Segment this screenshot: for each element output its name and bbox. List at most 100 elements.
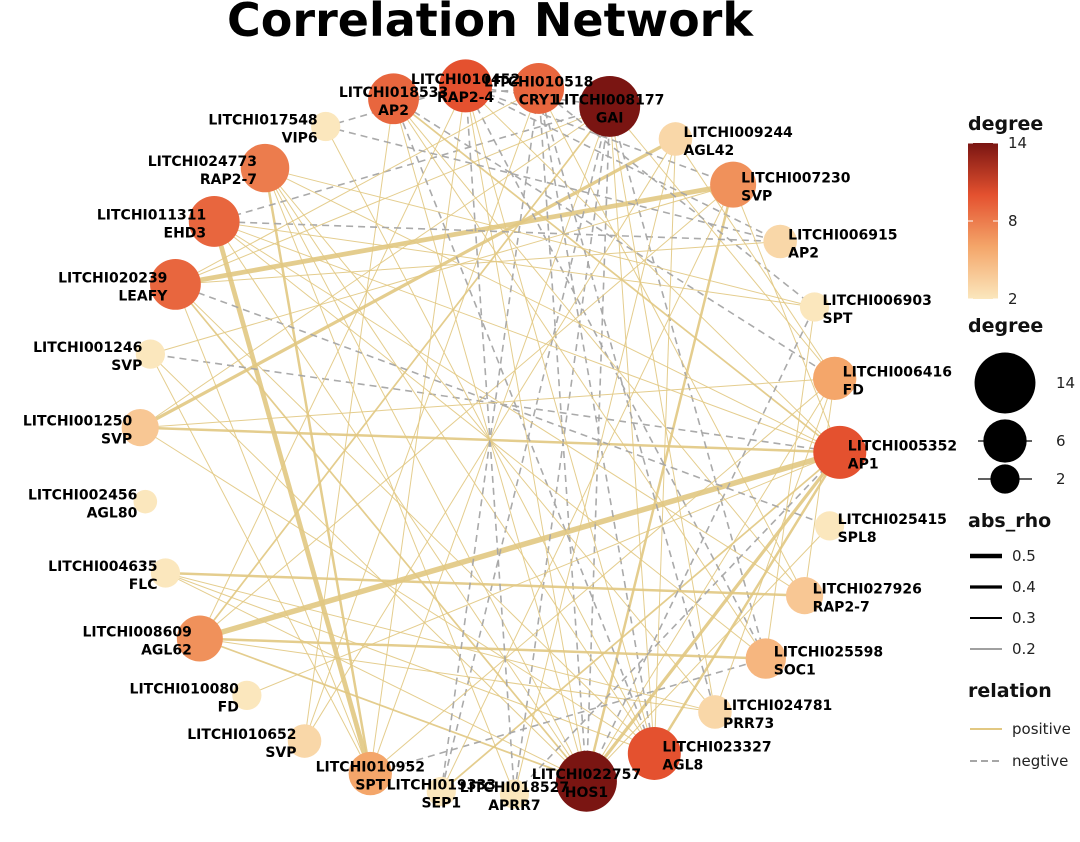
positive-edge [199,637,766,660]
node-label-gene: SVP [741,189,772,205]
node-label-gene: SPT [823,311,853,327]
negative-edge [537,88,588,782]
node-litchi024781 [698,695,732,729]
node-label-gene: GAI [596,110,624,126]
node-label-id: LITCHI019333 [387,778,496,794]
node-litchi001246 [135,339,166,369]
node-litchi018533 [368,73,419,125]
node-label-gene: SEP1 [421,796,461,812]
chart-title: Correlation Network [227,0,754,47]
legend: degree1482degree1462abs_rho0.50.40.30.2r… [968,113,1075,770]
colorbar-tick-label: 2 [1008,290,1018,308]
size-key-circle [983,419,1027,463]
node-litchi006903 [799,292,830,322]
node-label-gene: AGL42 [683,143,734,159]
positive-edge [165,572,655,754]
width-key-label: 0.2 [1012,640,1036,658]
positive-edge [139,105,610,429]
positive-edge [150,184,734,355]
negative-edge [585,306,816,782]
negative-edge [150,353,840,454]
node-label-id: LITCHI007230 [741,171,851,187]
positive-edge [653,451,841,755]
positive-edge [732,184,841,453]
node-label-id: LITCHI010452 [411,72,520,88]
edges [139,85,842,795]
node-label-id: LITCHI018533 [339,85,448,101]
node-label-id: LITCHI011311 [97,207,206,223]
positive-edge [765,306,816,659]
node-label-gene: SVP [101,432,132,448]
positive-edge [440,184,734,792]
positive-edge [393,98,767,659]
positive-edge [804,378,836,596]
positive-edge [214,220,815,308]
node-litchi025415 [814,511,845,541]
negative-edge [370,657,767,775]
node-label-id: LITCHI022757 [532,767,641,783]
node-label-id: LITCHI006416 [843,364,952,380]
node-label-gene: FD [218,699,239,715]
node-litchi008609 [176,615,223,662]
node-label-gene: AGL8 [662,757,703,773]
negative-edge [175,283,830,527]
node-litchi007230 [710,161,757,208]
positive-edge [586,525,830,782]
node-label-gene: SPL8 [838,530,877,546]
node-label-gene: EHD3 [164,225,207,241]
positive-edge [150,353,587,782]
negative-edge [393,98,836,380]
positive-edge [264,167,587,782]
node-label-gene: RAP2-4 [437,90,494,106]
negative-edge [513,451,841,795]
node-label-id: LITCHI002456 [28,488,137,504]
positive-edge [175,105,610,285]
positive-edge [165,572,716,713]
positive-edge [304,88,540,742]
node-label-id: LITCHI025598 [774,645,883,661]
size-key-circle [990,464,1020,494]
node-label-id: LITCHI023327 [662,739,771,755]
positive-edge [199,85,467,639]
node-label-gene: SPT [355,778,385,794]
node-label-gene: CRY1 [519,92,559,108]
positive-edge [199,184,734,639]
positive-edge [513,138,676,795]
node-label-id: LITCHI001246 [33,340,142,356]
relation-key-label: positive [1012,720,1071,738]
node-label-gene: FLC [129,577,158,593]
node-label-id: LITCHI006915 [788,227,897,243]
negative-edge [214,220,781,243]
node-litchi006915 [763,224,797,259]
positive-edge [465,85,655,754]
node-litchi006416 [813,356,857,401]
negative-edge [538,87,816,308]
positive-edge [304,98,395,742]
node-label-id: LITCHI006903 [823,293,932,309]
negative-edge [513,106,611,795]
node-litchi019333 [426,776,456,807]
node-label-gene: LEAFY [118,288,168,304]
node-litchi010652 [287,724,322,758]
node-litchi022757 [556,750,617,812]
size-key-label: 6 [1056,432,1066,450]
node-label-gene: HOS1 [565,785,608,801]
negative-edge [440,106,611,792]
node-label-gene: SVP [265,745,296,761]
negative-edge [585,106,611,782]
node-label-id: LITCHI024781 [723,698,832,714]
negative-edge [213,105,610,223]
size-key-label: 2 [1056,470,1066,488]
positive-edge [369,377,836,774]
colorbar-tick-label: 14 [1008,134,1027,152]
positive-edge [264,167,515,795]
negative-edge [537,88,656,754]
positive-edge [165,571,805,597]
node-label-id: LITCHI018527 [460,780,569,796]
node-litchi023327 [627,726,681,780]
node-litchi008177 [579,75,641,137]
positive-edge [149,353,371,774]
node-label-gene: RAP2-7 [813,600,870,616]
legend-relation-title: relation [968,680,1052,702]
node-litchi009244 [658,122,693,156]
